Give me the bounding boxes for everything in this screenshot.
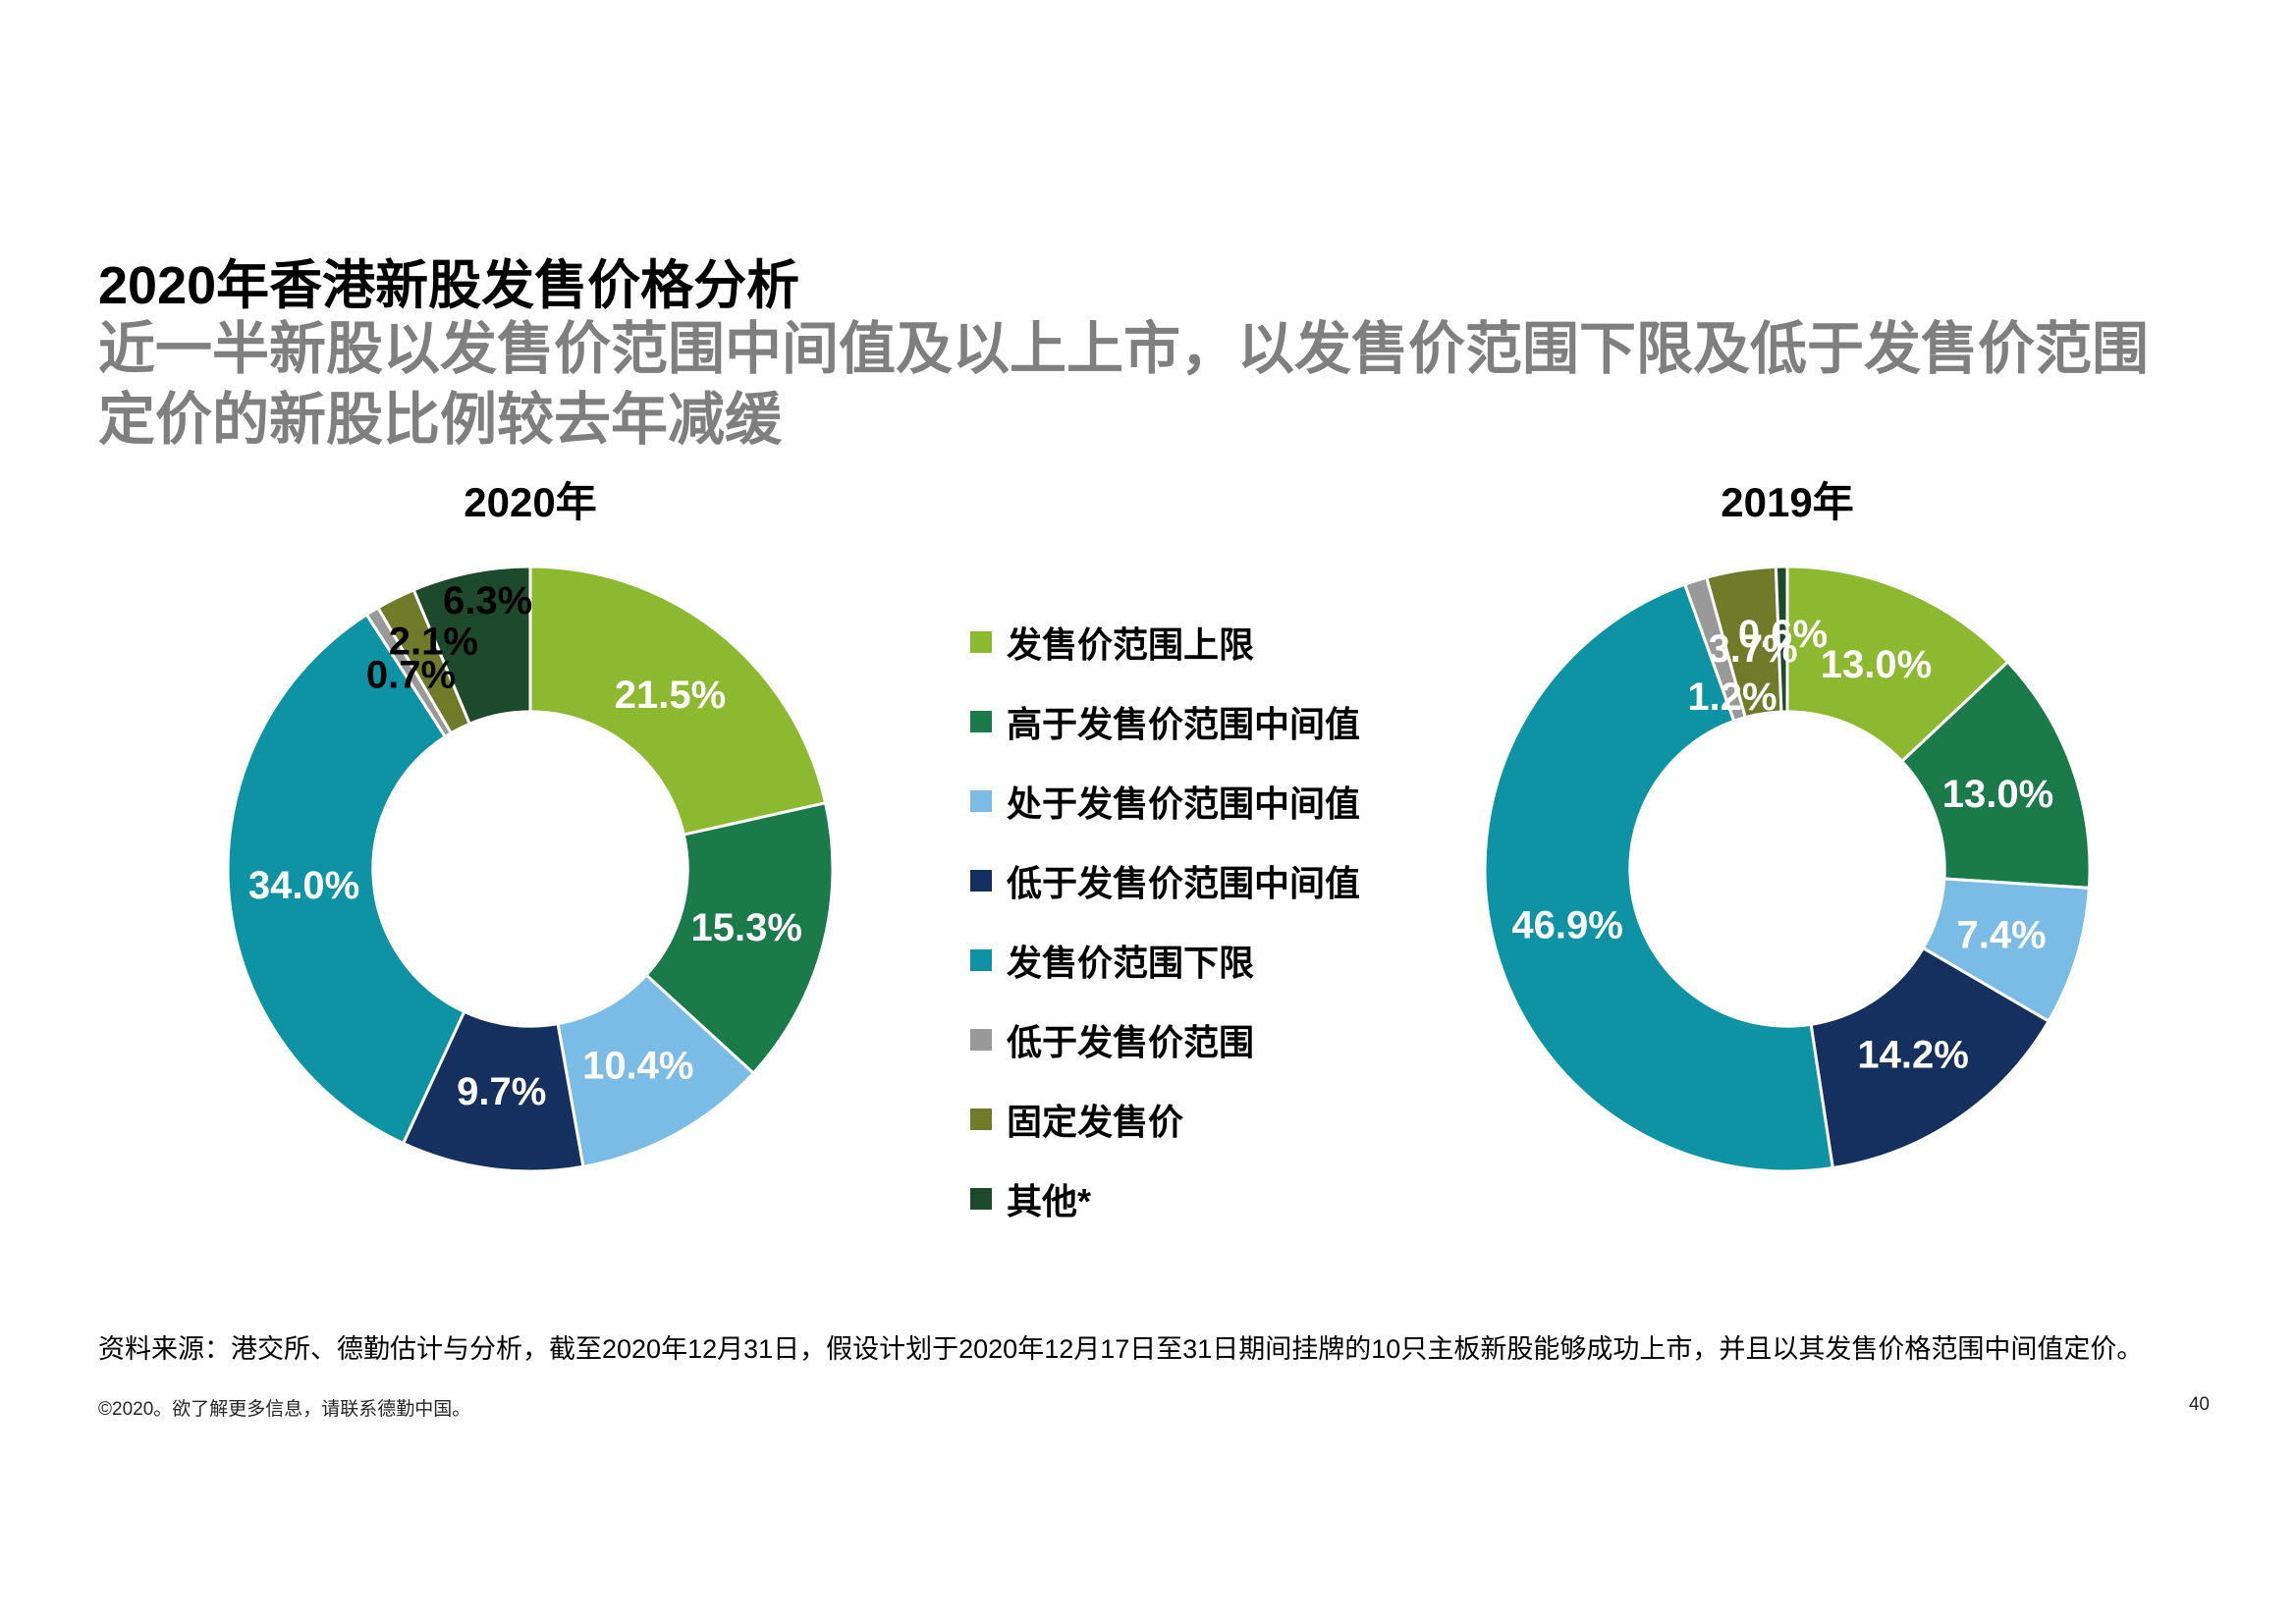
pie-slice <box>1900 660 2092 890</box>
slice-label: 2.1% <box>389 621 478 664</box>
source-note: 资料来源：港交所、德勤估计与分析，截至2020年12月31日，假设计划于2020… <box>98 1334 2144 1364</box>
chart-title-2020: 2020年 <box>464 479 597 525</box>
pie-slice <box>528 565 828 837</box>
slice-label: 1.2% <box>1687 676 1777 719</box>
slice-label: 7.4% <box>1956 913 2046 956</box>
legend-swatch <box>970 870 992 892</box>
legend-item: 发售价范围下限 <box>970 935 1360 986</box>
legend-item: 处于发售价范围中间值 <box>970 776 1360 827</box>
legend-swatch <box>970 1188 992 1210</box>
slice-label: 0.7% <box>366 654 456 697</box>
donut-chart-2020: 21.5% 15.3% 10.4% 9.7% 34.0% 0.7%2.1%6.3% <box>226 565 835 1173</box>
slice-label: 10.4% <box>582 1045 693 1088</box>
legend-label: 发售价范围下限 <box>1007 943 1255 983</box>
legend-swatch <box>970 949 992 971</box>
legend-label: 低于发售价范围 <box>1007 1022 1255 1062</box>
legend-swatch <box>970 1108 992 1130</box>
legend-item: 低于发售价范围中间值 <box>970 855 1360 906</box>
legend-label: 发售价范围上限 <box>1007 624 1255 665</box>
chart-legend: 发售价范围上限高于发售价范围中间值 处于发售价范围中间值 低于发售价范围中间值 发售价… <box>970 617 1360 1224</box>
slice-label: 15.3% <box>691 906 802 949</box>
legend-label: 高于发售价范围中间值 <box>1007 704 1361 744</box>
slice-label: 6.3% <box>443 579 532 622</box>
slice-label: 13.0% <box>1942 773 2053 816</box>
pie-slice <box>1483 582 1834 1173</box>
legend-item: 低于发售价范围 <box>970 1014 1360 1065</box>
page-subtitle: 近一半新股以发售价范围中间值及以上上市，以发售价范围下限及低于发售价范围定价的新… <box>98 317 2150 452</box>
pie-slice <box>644 801 835 1075</box>
slice-label: 21.5% <box>615 674 726 717</box>
legend-swatch <box>970 631 992 653</box>
chart-title-2019: 2019年 <box>1721 479 1854 525</box>
legend-item: 发售价范围上限 <box>970 617 1360 668</box>
legend-label: 处于发售价范围中间值 <box>1007 784 1361 824</box>
slice-label: 46.9% <box>1511 904 1622 947</box>
pie-slice <box>226 613 466 1146</box>
legend-label: 其他* <box>1007 1181 1092 1221</box>
slice-label: 3.7% <box>1708 627 1797 671</box>
legend-swatch <box>970 1029 992 1051</box>
page-number: 40 <box>2188 1394 2210 1415</box>
slice-label: 34.0% <box>248 864 359 907</box>
legend-item: 高于发售价范围中间值 <box>970 696 1360 747</box>
slice-label: 0.6% <box>1738 613 1828 656</box>
legend-swatch <box>970 711 992 732</box>
legend-label: 固定发售价 <box>1007 1102 1184 1142</box>
slice-label: 9.7% <box>457 1070 546 1113</box>
pie-slice <box>1809 946 2050 1170</box>
legend-label: 低于发售价范围中间值 <box>1007 863 1361 903</box>
legend-swatch <box>970 790 992 812</box>
slice-label: 14.2% <box>1857 1034 1968 1077</box>
donut-chart-2019: 13.0% 13.0% 7.4% 14.2% 46.9% 1.2% 3.7%0.6% <box>1483 565 2092 1173</box>
copyright: ©2020。欲了解更多信息，请联系德勤中国。 <box>98 1399 471 1420</box>
legend-item: 其他* <box>970 1173 1360 1224</box>
legend-item: 固定发售价 <box>970 1094 1360 1145</box>
pie-slice <box>411 565 532 726</box>
page-title: 2020年香港新股发售价格分析 <box>98 256 800 315</box>
slice-label: 13.0% <box>1821 643 1932 686</box>
pie-slice <box>1774 565 1789 714</box>
